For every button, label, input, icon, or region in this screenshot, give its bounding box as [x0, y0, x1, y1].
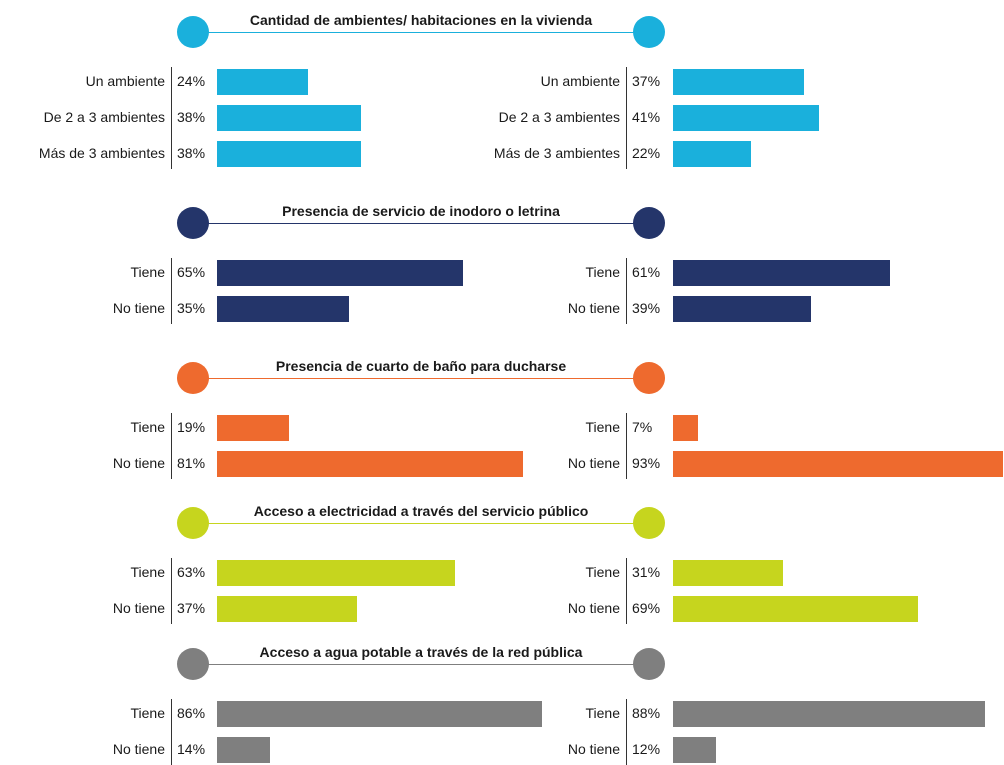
section-dot-right	[633, 207, 665, 239]
bar	[673, 596, 918, 622]
section-header-line	[193, 664, 649, 665]
bar	[673, 296, 811, 322]
section-dot-right	[633, 507, 665, 539]
data-label: 19%	[177, 419, 206, 435]
category-label: Un ambiente	[540, 73, 620, 89]
data-label: 93%	[632, 455, 661, 471]
section-title: Cantidad de ambientes/ habitaciones en l…	[249, 12, 593, 28]
data-label: 22%	[632, 145, 661, 161]
category-label: Tiene	[130, 705, 165, 721]
section-dot-left	[177, 362, 209, 394]
data-label: 65%	[177, 264, 206, 280]
data-label: 63%	[177, 564, 206, 580]
bar	[217, 560, 455, 586]
section-dot-left	[177, 648, 209, 680]
data-label: 81%	[177, 455, 206, 471]
bar	[217, 701, 542, 727]
data-label: 38%	[177, 145, 206, 161]
bar	[217, 737, 270, 763]
data-label: 31%	[632, 564, 661, 580]
data-label: 24%	[177, 73, 206, 89]
data-label: 86%	[177, 705, 206, 721]
data-label: 88%	[632, 705, 661, 721]
data-label: 61%	[632, 264, 661, 280]
category-label: De 2 a 3 ambientes	[43, 109, 165, 125]
bar	[673, 737, 716, 763]
category-label: No tiene	[112, 300, 165, 316]
axis-separator	[626, 67, 627, 169]
category-label: Tiene	[585, 419, 620, 435]
category-label: Más de 3 ambientes	[493, 145, 620, 161]
bar	[673, 260, 890, 286]
axis-separator	[171, 258, 172, 324]
category-label: Tiene	[585, 705, 620, 721]
category-label: De 2 a 3 ambientes	[498, 109, 620, 125]
axis-separator	[626, 558, 627, 624]
bar	[217, 451, 523, 477]
category-label: No tiene	[567, 741, 620, 757]
data-label: 12%	[632, 741, 661, 757]
axis-separator	[626, 699, 627, 765]
data-label: 37%	[177, 600, 206, 616]
category-label: No tiene	[567, 455, 620, 471]
bar	[673, 141, 751, 167]
category-label: No tiene	[112, 455, 165, 471]
bar	[217, 141, 361, 167]
category-label: Tiene	[130, 264, 165, 280]
axis-separator	[171, 699, 172, 765]
axis-separator	[626, 258, 627, 324]
section-dot-right	[633, 16, 665, 48]
section-header-line	[193, 523, 649, 524]
category-label: Tiene	[585, 564, 620, 580]
data-label: 7%	[632, 419, 653, 435]
section-header-line	[193, 32, 649, 33]
category-label: No tiene	[567, 600, 620, 616]
section-dot-left	[177, 207, 209, 239]
bar	[673, 451, 1003, 477]
section-header-line	[193, 378, 649, 379]
section-title: Presencia de cuarto de baño para duchars…	[275, 358, 567, 374]
category-label: Más de 3 ambientes	[38, 145, 165, 161]
axis-separator	[171, 413, 172, 479]
category-label: Tiene	[130, 564, 165, 580]
axis-separator	[171, 558, 172, 624]
section-dot-left	[177, 16, 209, 48]
bar	[217, 105, 361, 131]
section-title: Presencia de servicio de inodoro o letri…	[282, 203, 560, 219]
data-label: 37%	[632, 73, 661, 89]
section-title: Acceso a agua potable a través de la red…	[259, 644, 583, 660]
section-dot-right	[633, 648, 665, 680]
data-label: 35%	[177, 300, 206, 316]
section-header-line	[193, 223, 649, 224]
category-label: Tiene	[130, 419, 165, 435]
bar	[673, 701, 985, 727]
category-label: No tiene	[112, 600, 165, 616]
bar	[217, 596, 357, 622]
axis-separator	[626, 413, 627, 479]
bar	[217, 296, 349, 322]
category-label: Un ambiente	[85, 73, 165, 89]
bar	[217, 415, 289, 441]
category-label: No tiene	[112, 741, 165, 757]
section-title: Acceso a electricidad a través del servi…	[253, 503, 589, 519]
category-label: No tiene	[567, 300, 620, 316]
section-dot-left	[177, 507, 209, 539]
bar	[217, 69, 308, 95]
data-label: 41%	[632, 109, 661, 125]
data-label: 39%	[632, 300, 661, 316]
bar	[673, 69, 804, 95]
data-label: 38%	[177, 109, 206, 125]
data-label: 69%	[632, 600, 661, 616]
bar	[217, 260, 463, 286]
bar	[673, 415, 698, 441]
axis-separator	[171, 67, 172, 169]
bar	[673, 560, 783, 586]
section-dot-right	[633, 362, 665, 394]
data-label: 14%	[177, 741, 206, 757]
bar	[673, 105, 819, 131]
category-label: Tiene	[585, 264, 620, 280]
